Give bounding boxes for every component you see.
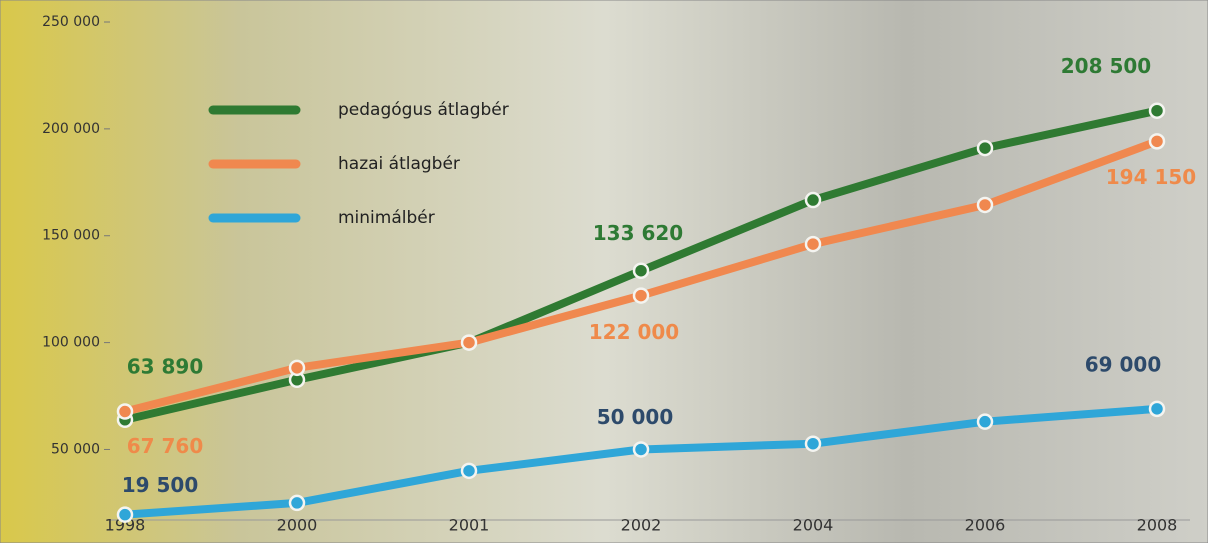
value-label: 50 000	[597, 405, 674, 429]
y-tick-label: 50 000	[51, 441, 100, 457]
point	[1150, 134, 1164, 148]
legend-label: pedagógus átlagbér	[338, 100, 509, 120]
x-tick-label: 2004	[793, 516, 834, 535]
x-tick-label: 2006	[965, 516, 1006, 535]
point	[462, 464, 476, 478]
legend-label: minimálbér	[338, 208, 435, 228]
point	[806, 237, 820, 251]
x-tick-label: 2000	[277, 516, 318, 535]
x-tick-label: 2001	[449, 516, 490, 535]
point	[1150, 402, 1164, 416]
point	[634, 442, 648, 456]
x-tick-label: 2008	[1137, 516, 1178, 535]
y-tick-label: 200 000	[42, 121, 100, 137]
value-label: 208 500	[1061, 54, 1151, 78]
x-tick-label: 2002	[621, 516, 662, 535]
value-label: 63 890	[127, 354, 204, 378]
point	[806, 437, 820, 451]
legend-label: hazai átlagbér	[338, 154, 460, 174]
point	[118, 405, 132, 419]
value-label: 122 000	[589, 320, 679, 344]
point	[978, 141, 992, 155]
y-tick-label: 250 000	[42, 14, 100, 30]
value-label: 67 760	[127, 434, 204, 458]
point	[1150, 104, 1164, 118]
point	[978, 415, 992, 429]
y-tick-label: 100 000	[42, 335, 100, 351]
value-label: 69 000	[1085, 352, 1162, 376]
point	[978, 198, 992, 212]
point	[290, 361, 304, 375]
point	[634, 264, 648, 278]
point	[806, 193, 820, 207]
y-tick-label: 150 000	[42, 228, 100, 244]
value-label: 194 150	[1106, 165, 1196, 189]
point	[462, 336, 476, 350]
point	[634, 289, 648, 303]
point	[290, 496, 304, 510]
value-label: 133 620	[593, 221, 683, 245]
chart: 50 000100 000150 000200 000250 000199820…	[0, 0, 1208, 543]
background	[0, 0, 1208, 543]
value-label: 19 500	[122, 473, 199, 497]
point	[118, 508, 132, 522]
